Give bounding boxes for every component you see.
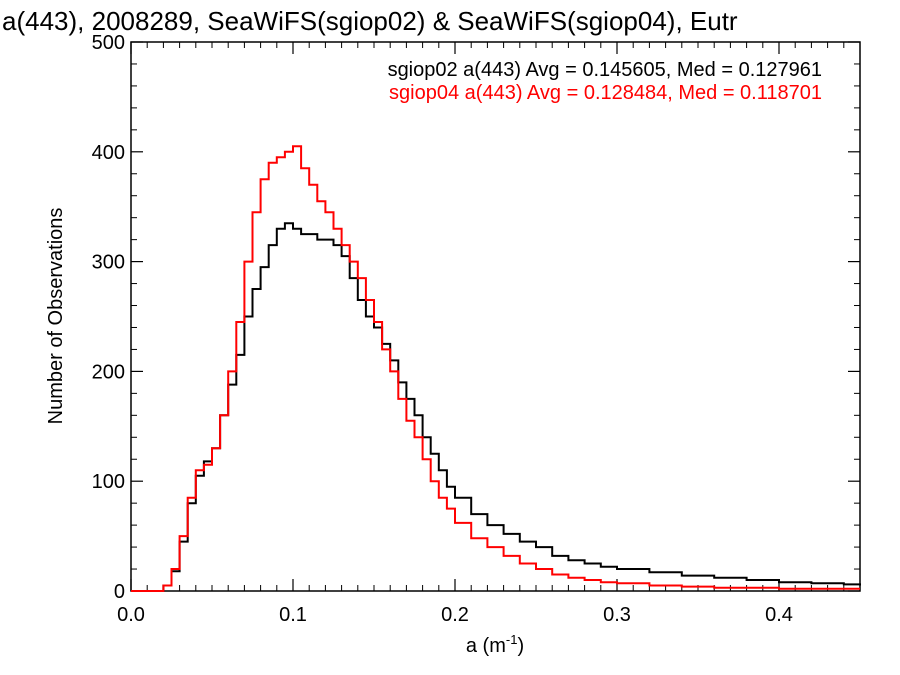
x-axis-label-main: a (m — [466, 635, 506, 657]
series-line-1 — [131, 222, 861, 592]
y-tick-label: 100 — [92, 471, 125, 493]
y-axis: 0 100 200 300 400 500 — [92, 32, 860, 603]
legend: sgiop02 a(443) Avg = 0.145605, Med = 0.1… — [388, 59, 822, 104]
chart-title: a(443), 2008289, SeaWiFS(sgiop02) & SeaW… — [2, 6, 738, 36]
legend-entry-1: sgiop02 a(443) Avg = 0.145605, Med = 0.1… — [388, 59, 822, 81]
x-axis-label: a (m-1) — [466, 632, 524, 657]
y-tick-label: 400 — [92, 142, 125, 164]
y-tick-label: 200 — [92, 361, 125, 383]
x-tick-label: 0.4 — [765, 604, 793, 626]
series-line-2 — [131, 145, 860, 592]
y-tick-label: 500 — [92, 32, 125, 54]
x-axis-label-sup: -1 — [506, 632, 518, 647]
plot-frame — [130, 41, 861, 592]
x-tick-label: 0.2 — [441, 604, 469, 626]
x-tick-label: 0.3 — [603, 604, 631, 626]
x-axis-label-close: ) — [517, 635, 524, 657]
y-tick-label: 300 — [92, 252, 125, 274]
x-tick-label: 0.0 — [117, 604, 145, 626]
y-axis-label: Number of Observations — [45, 208, 67, 425]
series-layer — [131, 145, 861, 592]
x-tick-label: 0.1 — [279, 604, 307, 626]
x-axis: 0.0 0.1 0.2 0.3 0.4 — [117, 42, 861, 626]
y-tick-label: 0 — [114, 581, 125, 603]
legend-entry-2: sgiop04 a(443) Avg = 0.128484, Med = 0.1… — [389, 82, 822, 104]
